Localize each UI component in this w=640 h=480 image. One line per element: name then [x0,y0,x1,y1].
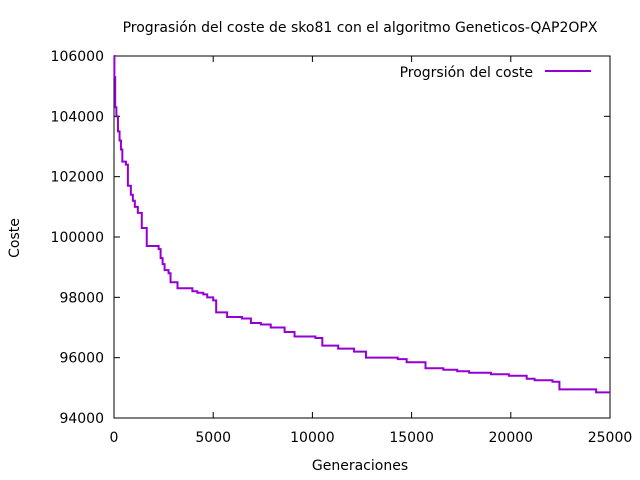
y-tick-label: 98000 [59,290,104,306]
y-tick-label: 104000 [51,109,104,125]
y-tick-label: 96000 [59,351,104,367]
chart-title: Prograsión del coste de sko81 con el alg… [123,20,598,36]
series-layer [113,55,610,394]
x-tick-label: 5000 [195,430,231,446]
legend: Progrsión del coste [400,65,591,81]
x-tick-label: 15000 [389,430,434,446]
y-axis: 94000 96000 98000 100000 102000 104000 106000 [51,49,610,427]
legend-label: Progrsión del coste [400,65,533,81]
series-line [113,55,610,394]
x-tick-label: 25000 [588,430,633,446]
x-axis: 0 5000 10000 15000 20000 25000 [110,56,633,446]
y-axis-label: Coste [7,218,23,258]
y-tick-label: 100000 [51,230,104,246]
plot-frame [113,55,611,419]
x-tick-label: 20000 [489,430,534,446]
x-tick-label: 10000 [290,430,335,446]
y-tick-label: 102000 [51,170,104,186]
x-tick-label: 0 [110,430,119,446]
y-tick-label: 106000 [51,49,104,65]
x-axis-label: Generaciones [312,458,408,474]
y-tick-label: 94000 [59,411,104,427]
